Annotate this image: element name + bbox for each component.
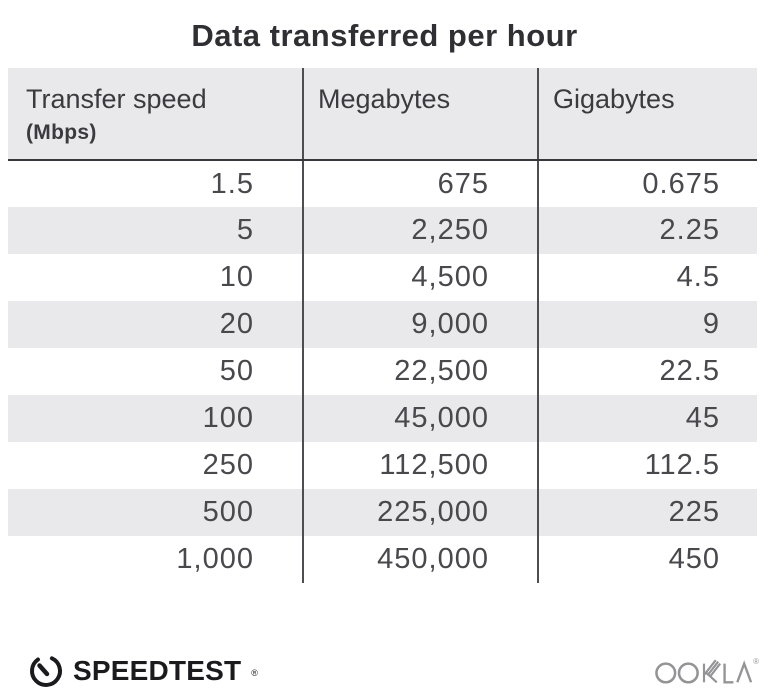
col-header-gigabytes: Gigabytes xyxy=(537,68,757,161)
cell-megabytes: 45,000 xyxy=(302,395,538,442)
cell-transfer-speed-mbps: 1.5 xyxy=(210,167,254,200)
speedtest-gauge-icon xyxy=(30,656,62,687)
cell-transfer-speed-mbps: 100 xyxy=(8,395,303,442)
cell-transfer-speed-mbps: 250 xyxy=(202,449,254,481)
cell-megabytes: 450,000 xyxy=(302,536,538,583)
cell-transfer-speed-mbps: 500 xyxy=(8,489,303,536)
cell-megabytes: 22,500 xyxy=(302,348,538,395)
data-table: Transfer speed (Mbps) Megabytes Gigabyte… xyxy=(8,68,757,583)
footer: SPEEDTEST ® xyxy=(28,650,759,692)
cell-megabytes: 2,250 xyxy=(302,207,538,254)
table-row: 20 9,000 9 xyxy=(8,301,757,348)
ookla-logo: ® xyxy=(655,655,759,687)
table-row: 100 45,000 45 xyxy=(8,395,757,442)
cell-megabytes: 675 xyxy=(302,160,538,207)
speedtest-trademark: ® xyxy=(251,668,258,678)
page-title: Data transferred per hour xyxy=(191,18,578,53)
cell-megabytes: 9,000 xyxy=(302,301,538,348)
cell-transfer-speed-mbps: 10 xyxy=(219,261,254,293)
cell-gigabytes: 2.25 xyxy=(537,207,757,254)
cell-transfer-speed-mbps: 50 xyxy=(219,355,254,387)
cell-gigabytes: 112.5 xyxy=(537,442,757,489)
cell-gigabytes: 4.5 xyxy=(537,254,757,301)
cell-megabytes: 112,500 xyxy=(302,442,538,489)
header-row: Transfer speed (Mbps) Megabytes Gigabyte… xyxy=(8,68,757,161)
ookla-wordmark-icon xyxy=(655,659,753,684)
table-row: 1.5 675 0.675 xyxy=(8,160,757,207)
table-row: 1,000 450,000 450 xyxy=(8,536,757,583)
cell-gigabytes: 450 xyxy=(537,536,757,583)
table-row: 5 2,250 2.25 xyxy=(8,207,757,254)
cell-gigabytes: 9 xyxy=(537,301,757,348)
table-row: 500 225,000 225 xyxy=(8,489,757,536)
cell-megabytes: 4,500 xyxy=(302,254,538,301)
cell-gigabytes: 45 xyxy=(537,395,757,442)
cell-megabytes: 225,000 xyxy=(302,489,538,536)
cell-transfer-speed-mbps: 20 xyxy=(8,301,303,348)
speedtest-logo: SPEEDTEST ® xyxy=(28,653,258,689)
table-row: 10 4,500 4.5 xyxy=(8,254,757,301)
data-table-container: Transfer speed (Mbps) Megabytes Gigabyte… xyxy=(8,68,757,583)
cell-gigabytes: 22.5 xyxy=(537,348,757,395)
ookla-trademark: ® xyxy=(753,657,759,666)
col-header-transfer-speed: Transfer speed (Mbps) xyxy=(8,68,303,161)
table-row: 50 22,500 22.5 xyxy=(8,348,757,395)
col-header-mbps-unit: (Mbps) xyxy=(26,121,97,144)
speedtest-wordmark: SPEEDTEST xyxy=(73,655,242,686)
table-body: 1.5 675 0.675 5 2,250 2.25 10 4,500 4.5 20 9,000 9 5… xyxy=(8,160,757,583)
col-header-megabytes: Megabytes xyxy=(302,68,538,161)
cell-gigabytes: 225 xyxy=(537,489,757,536)
table-row: 250 112,500 112.5 xyxy=(8,442,757,489)
cell-gigabytes: 0.675 xyxy=(537,160,757,207)
cell-transfer-speed-mbps: 1,000 xyxy=(176,543,254,575)
col-header-transfer-speed-label: Transfer speed xyxy=(26,84,207,114)
cell-transfer-speed-mbps: 5 xyxy=(8,207,303,254)
